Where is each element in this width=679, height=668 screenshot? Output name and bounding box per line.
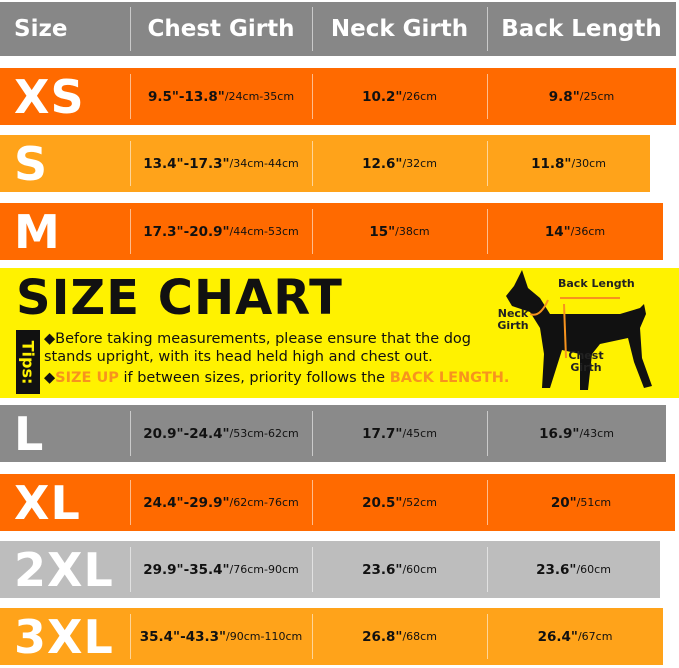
chest-value: 24.4"-29.9"/62cm-76cm [130,474,312,531]
header-size: Size [14,16,68,42]
size-label: XS [14,69,85,124]
table-row: 3XL 35.4"-43.3"/90cm-110cm 26.8"/68cm 26… [0,608,663,665]
neck-value: 17.7"/45cm [312,405,487,462]
neck-value: 23.6"/60cm [312,541,487,598]
chest-value: 20.9"-24.4"/53cm-62cm [130,405,312,462]
size-label: S [14,136,49,191]
size-label: 3XL [14,609,114,664]
back-value: 26.4"/67cm [487,608,663,665]
back-value: 23.6"/60cm [487,541,660,598]
table-row: 2XL 29.9"-35.4"/76cm-90cm 23.6"/60cm 23.… [0,541,660,598]
chest-value: 29.9"-35.4"/76cm-90cm [130,541,312,598]
neck-value: 12.6"/32cm [312,135,487,192]
tip-2: ◆SIZE UP if between sizes, priority foll… [44,370,510,386]
table-row: S 13.4"-17.3"/34cm-44cm 12.6"/32cm 11.8"… [0,135,650,192]
back-value: 11.8"/30cm [487,135,650,192]
banner-title: SIZE CHART [16,270,343,326]
size-label: L [14,406,45,461]
neck-value: 20.5"/52cm [312,474,487,531]
size-label: XL [14,475,81,530]
label-chest-girth: Chest Girth [568,349,604,374]
size-label: M [14,204,61,259]
chest-value: 17.3"-20.9"/44cm-53cm [130,203,312,260]
chest-value: 35.4"-43.3"/90cm-110cm [130,608,312,665]
table-row: L 20.9"-24.4"/53cm-62cm 17.7"/45cm 16.9"… [0,405,666,462]
table-row: XL 24.4"-29.9"/62cm-76cm 20.5"/52cm 20" /… [0,474,675,531]
label-back-length: Back Length [558,277,635,290]
back-value: 9.8"/25cm [487,68,676,125]
table-row: XS 9.5"-13.8"/24cm-35cm 10.2"/26cm 9.8" /… [0,68,676,125]
tips-label: Tips: [16,330,40,394]
chest-value: 9.5"-13.8"/24cm-35cm [130,68,312,125]
chest-value: 13.4"-17.3"/34cm-44cm [130,135,312,192]
table-row: M 17.3"-20.9"/44cm-53cm 15"/38cm 14"/36c… [0,203,663,260]
neck-value: 26.8"/68cm [312,608,487,665]
size-chart-banner: SIZE CHART Tips: ◆Before taking measurem… [0,268,679,398]
header-back: Back Length [487,2,676,56]
header-chest: Chest Girth [130,2,312,56]
tip-1: ◆Before taking measurements, please ensu… [44,331,471,365]
label-neck-girth: Neck Girth [497,307,529,332]
header-neck: Neck Girth [312,2,487,56]
dog-silhouette-icon [506,270,652,390]
table-header: Size Chest Girth Neck Girth Back Length [0,2,676,56]
back-value: 20"/51cm [487,474,675,531]
back-value: 16.9"/43cm [487,405,666,462]
neck-value: 10.2"/26cm [312,68,487,125]
back-value: 14"/36cm [487,203,663,260]
size-label: 2XL [14,542,114,597]
neck-value: 15"/38cm [312,203,487,260]
